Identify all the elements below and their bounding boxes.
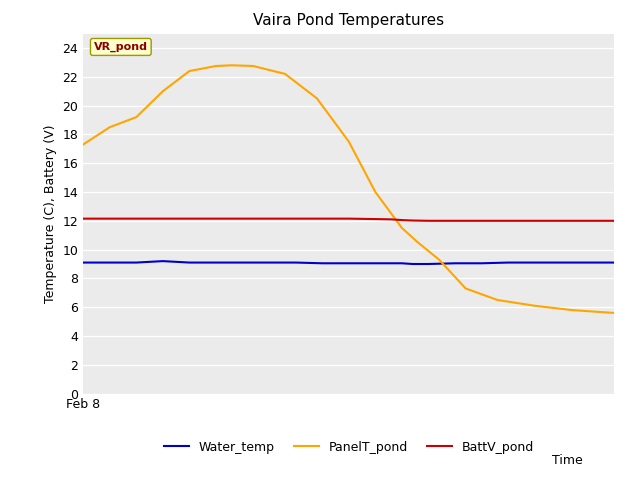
PanelT_pond (106, 124, 114, 130)
Water_temp (611, 260, 618, 265)
Water_temp (186, 260, 193, 265)
BattV_pond (504, 218, 512, 224)
Water_temp (409, 261, 417, 267)
Line: PanelT_pond: PanelT_pond (83, 65, 614, 313)
Water_temp (106, 260, 114, 265)
Title: Vaira Pond Temperatures: Vaira Pond Temperatures (253, 13, 444, 28)
PanelT_pond (531, 303, 538, 309)
BattV_pond (409, 217, 417, 223)
PanelT_pond (345, 139, 353, 144)
BattV_pond (345, 216, 353, 222)
BattV_pond (79, 216, 87, 222)
BattV_pond (387, 216, 395, 222)
BattV_pond (186, 216, 193, 222)
Water_temp (504, 260, 512, 265)
Text: VR_pond: VR_pond (94, 42, 148, 52)
PanelT_pond (435, 257, 443, 263)
Water_temp (132, 260, 140, 265)
Y-axis label: Temperature (C), Battery (V): Temperature (C), Battery (V) (44, 124, 57, 303)
Water_temp (477, 260, 485, 266)
Water_temp (425, 261, 433, 267)
Line: BattV_pond: BattV_pond (83, 219, 614, 221)
PanelT_pond (462, 286, 470, 291)
Line: Water_temp: Water_temp (83, 261, 614, 264)
PanelT_pond (212, 63, 220, 69)
PanelT_pond (186, 68, 193, 74)
Water_temp (451, 260, 459, 266)
PanelT_pond (132, 114, 140, 120)
Water_temp (345, 260, 353, 266)
BattV_pond (132, 216, 140, 222)
PanelT_pond (79, 142, 87, 147)
BattV_pond (451, 218, 459, 224)
PanelT_pond (398, 225, 406, 231)
PanelT_pond (568, 307, 576, 313)
PanelT_pond (414, 240, 422, 245)
PanelT_pond (493, 297, 501, 303)
Text: Time: Time (552, 454, 582, 467)
BattV_pond (371, 216, 379, 222)
Water_temp (531, 260, 538, 265)
Water_temp (239, 260, 246, 265)
Water_temp (212, 260, 220, 265)
Water_temp (584, 260, 591, 265)
BattV_pond (398, 217, 406, 223)
PanelT_pond (281, 71, 289, 77)
BattV_pond (239, 216, 246, 222)
PanelT_pond (250, 63, 257, 69)
PanelT_pond (159, 88, 166, 94)
Water_temp (292, 260, 300, 265)
Legend: Water_temp, PanelT_pond, BattV_pond: Water_temp, PanelT_pond, BattV_pond (159, 436, 539, 459)
Water_temp (557, 260, 565, 265)
PanelT_pond (313, 96, 321, 101)
PanelT_pond (611, 310, 618, 316)
BattV_pond (611, 218, 618, 224)
BattV_pond (557, 218, 565, 224)
Water_temp (265, 260, 273, 265)
PanelT_pond (371, 189, 379, 195)
Water_temp (371, 260, 379, 266)
BattV_pond (425, 218, 433, 224)
PanelT_pond (228, 62, 236, 68)
Water_temp (79, 260, 87, 265)
Water_temp (159, 258, 166, 264)
Water_temp (398, 260, 406, 266)
BattV_pond (292, 216, 300, 222)
Water_temp (318, 260, 326, 266)
